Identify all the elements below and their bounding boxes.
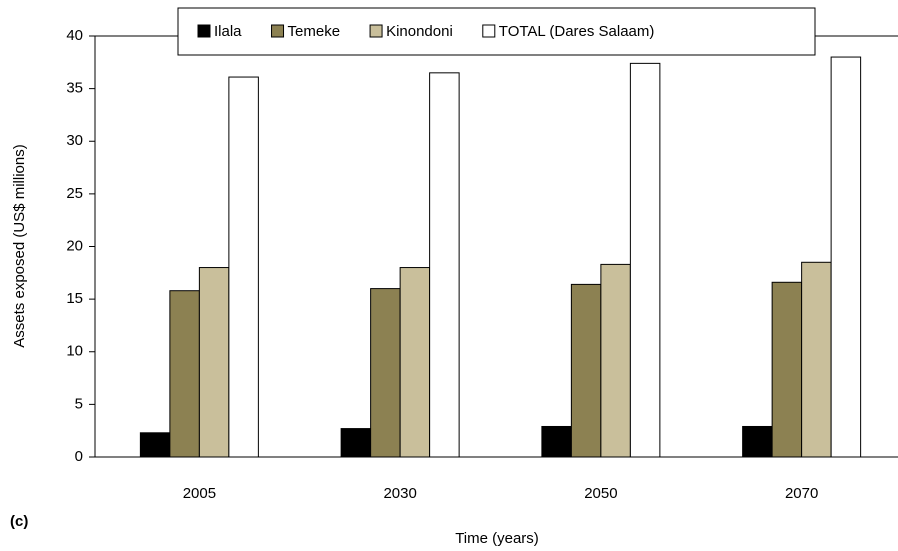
bar: [399, 267, 431, 458]
y-tick-label: 5: [75, 395, 83, 412]
y-tick-label: 35: [66, 80, 83, 97]
bar: [228, 76, 259, 458]
x-axis-label: Time (years): [455, 530, 539, 547]
x-tick-label: 2050: [584, 485, 617, 502]
legend-label: Ilala: [214, 23, 242, 40]
legend-swatch: [197, 24, 211, 38]
bar: [570, 283, 602, 458]
legend-label: Kinondoni: [386, 23, 453, 40]
legend-swatch: [482, 24, 496, 38]
y-tick-label: 0: [75, 448, 83, 465]
y-tick-label: 20: [66, 237, 83, 254]
bar: [541, 425, 572, 458]
x-tick-label: 2030: [383, 485, 416, 502]
legend-swatch: [271, 24, 285, 38]
legend-swatch: [369, 24, 383, 38]
bar: [742, 425, 773, 458]
bar: [340, 428, 372, 458]
bar: [429, 72, 460, 458]
legend-label: TOTAL (Dares Salaam): [499, 23, 655, 40]
bar: [139, 432, 171, 458]
bar: [198, 267, 230, 458]
bar: [629, 62, 661, 458]
bar: [830, 56, 862, 458]
y-tick-label: 30: [66, 132, 83, 149]
y-tick-label: 10: [66, 343, 83, 360]
bar: [370, 288, 401, 458]
bar: [600, 263, 631, 458]
panel-label: (c): [10, 513, 28, 530]
legend-label: Temeke: [288, 23, 341, 40]
y-axis-label: Assets exposed (US$ millions): [11, 144, 28, 347]
legend-box: [177, 7, 816, 56]
x-tick-label: 2070: [785, 485, 818, 502]
y-tick-label: 40: [66, 27, 83, 44]
bar: [169, 290, 200, 458]
legend: Ilala Temeke Kinondoni TOTAL (Dares Salaam): [177, 7, 816, 56]
y-tick-label: 25: [66, 185, 83, 202]
bar: [801, 261, 832, 458]
bar: [771, 281, 803, 458]
y-tick-label: 15: [66, 290, 83, 307]
x-tick-label: 2005: [183, 485, 216, 502]
